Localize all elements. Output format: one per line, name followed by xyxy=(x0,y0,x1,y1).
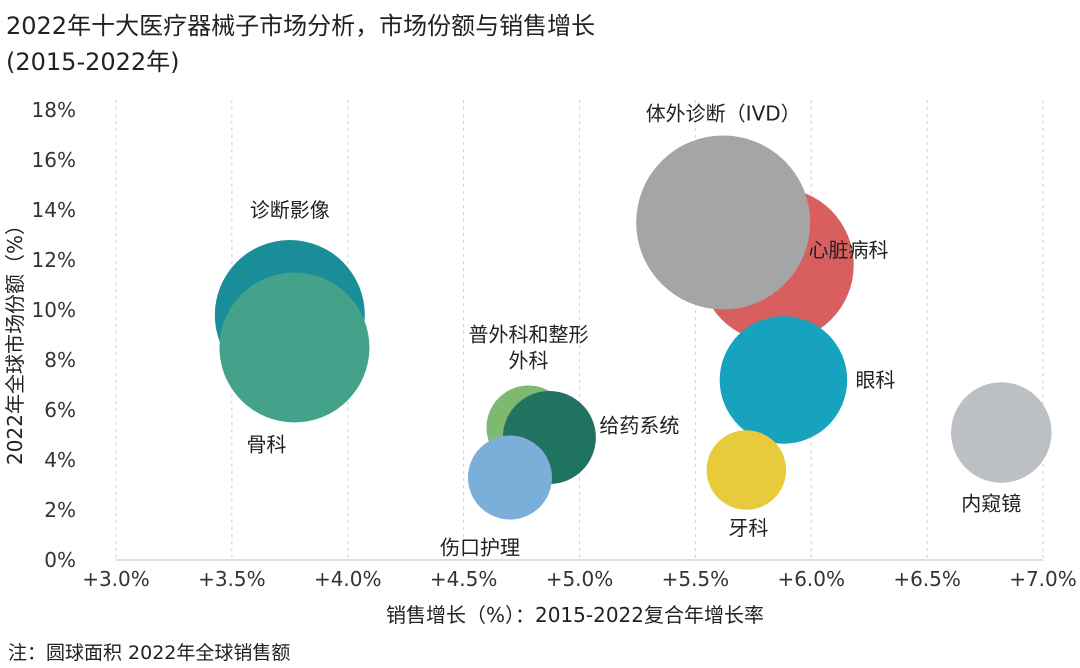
x-tick-label: +5.5% xyxy=(662,567,730,591)
bubbles xyxy=(214,135,1052,520)
bubble-label-3: 骨科 xyxy=(246,433,286,457)
chart-title: 2022年十大医疗器械子市场分析，市场份额与销售增长 xyxy=(6,12,596,40)
bubble-7 xyxy=(719,316,848,444)
y-axis-title: 2022年全球市场份额（%） xyxy=(3,215,27,465)
y-tick-label: 8% xyxy=(44,348,76,372)
bubble-label-9: 内窥镜 xyxy=(961,492,1021,516)
x-tick-label: +3.5% xyxy=(198,567,266,591)
grid-lines xyxy=(115,100,1044,561)
bubble-label-4: 普外科和整形外科 xyxy=(469,323,589,373)
y-tick-label: 6% xyxy=(44,398,76,422)
x-tick-label: +6.5% xyxy=(893,567,961,591)
x-tick-label: +4.5% xyxy=(430,567,498,591)
bubble-9 xyxy=(951,382,1052,483)
bubble-label-8: 牙科 xyxy=(728,516,768,540)
y-tick-label: 14% xyxy=(32,198,76,222)
y-tick-label: 16% xyxy=(32,148,76,172)
bubble-label-7: 眼科 xyxy=(855,368,895,392)
bubble-6 xyxy=(467,435,552,520)
chart-subtitle: (2015-2022年) xyxy=(6,48,180,76)
y-tick-label: 18% xyxy=(32,98,76,122)
bubble-2 xyxy=(636,135,811,310)
bubble-label-5: 给药系统 xyxy=(599,414,679,438)
y-tick-label: 10% xyxy=(32,298,76,322)
x-tick-label: +6.0% xyxy=(777,567,845,591)
y-tick-label: 4% xyxy=(44,448,76,472)
y-tick-label: 0% xyxy=(44,548,76,572)
x-tick-label: +7.0% xyxy=(1009,567,1077,591)
x-tick-labels: +3.0% +3.5% +4.0% +4.5% +5.0% +5.5% +6.0% +6.5%… xyxy=(82,567,1077,591)
y-tick-label: 12% xyxy=(32,248,76,272)
bubble-label-2: 体外诊断（IVD） xyxy=(646,102,801,126)
bubble-label-1: 心脏病科 xyxy=(808,238,888,262)
footnote: 注：圆球面积 2022年全球销售额 xyxy=(8,642,291,664)
x-tick-label: +3.0% xyxy=(82,567,150,591)
y-tick-label: 2% xyxy=(44,498,76,522)
x-tick-label: +5.0% xyxy=(546,567,614,591)
x-tick-label: +4.0% xyxy=(314,567,382,591)
bubble-3 xyxy=(219,272,370,423)
y-tick-labels: 0% 2% 4% 6% 8% 10% 12% 14% 16% 18% xyxy=(32,98,76,572)
x-axis-title: 销售增长（%）：2015-2022复合年增长率 xyxy=(386,603,764,627)
bubble-label-0: 诊断影像 xyxy=(250,198,330,222)
bubble-label-6: 伤口护理 xyxy=(440,536,520,560)
bubble-8 xyxy=(706,430,787,510)
